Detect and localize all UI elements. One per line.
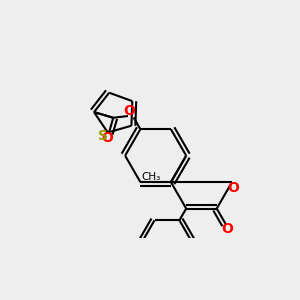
Text: S: S: [98, 129, 108, 143]
Text: O: O: [221, 222, 233, 236]
Text: O: O: [227, 181, 239, 195]
Text: CH₃: CH₃: [141, 172, 160, 182]
Text: O: O: [102, 131, 113, 145]
Text: O: O: [124, 104, 136, 118]
